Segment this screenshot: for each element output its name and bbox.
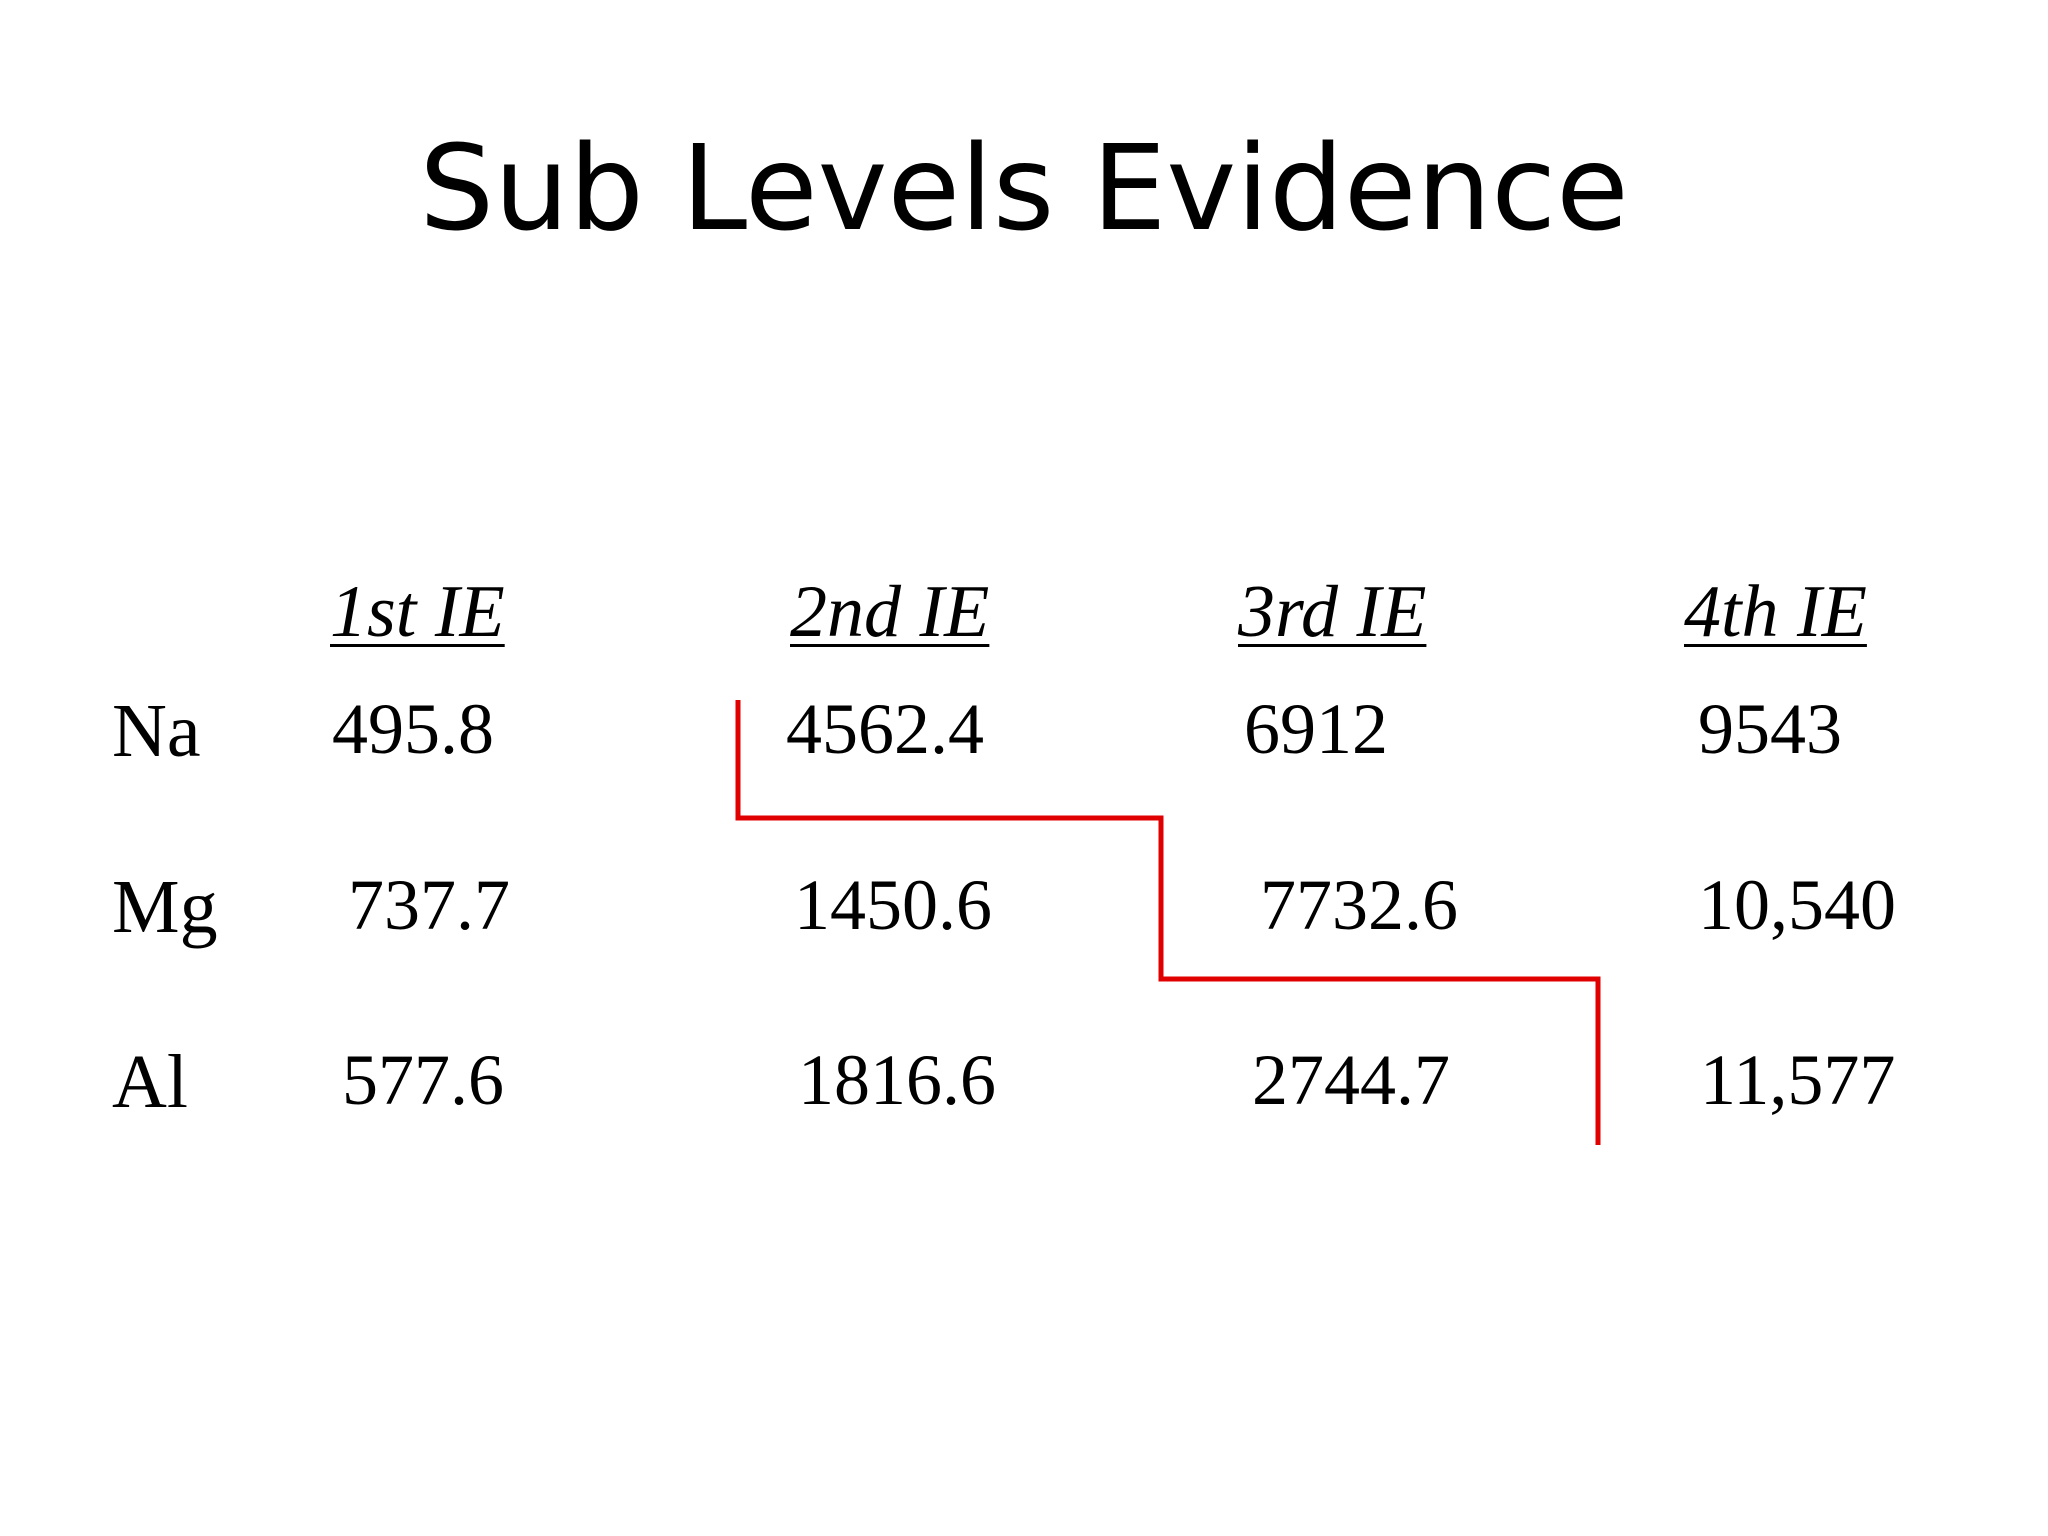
header-3rd-ie: 3rd IE	[1238, 571, 1427, 653]
cell-al-2nd: 1816.6	[798, 1040, 996, 1120]
header-4th-ie: 4th IE	[1684, 571, 1867, 653]
cell-al-4th: 11,577	[1700, 1040, 1896, 1120]
cell-na-1st: 495.8	[332, 689, 494, 769]
header-1st-ie: 1st IE	[330, 571, 505, 653]
cell-na-4th: 9543	[1698, 689, 1842, 769]
header-2nd-ie: 2nd IE	[790, 571, 990, 653]
cell-al-3rd: 2744.7	[1252, 1040, 1450, 1120]
cell-mg-1st: 737.7	[348, 865, 510, 945]
row-label-na: Na	[112, 689, 201, 773]
row-label-al: Al	[112, 1040, 188, 1124]
cell-mg-2nd: 1450.6	[794, 865, 992, 945]
row-label-mg: Mg	[112, 865, 218, 949]
cell-na-3rd: 6912	[1244, 689, 1388, 769]
slide-title: Sub Levels Evidence	[419, 119, 1629, 257]
cell-na-2nd: 4562.4	[786, 689, 984, 769]
cell-al-1st: 577.6	[342, 1040, 504, 1120]
cell-mg-4th: 10,540	[1698, 865, 1896, 945]
cell-mg-3rd: 7732.6	[1260, 865, 1458, 945]
